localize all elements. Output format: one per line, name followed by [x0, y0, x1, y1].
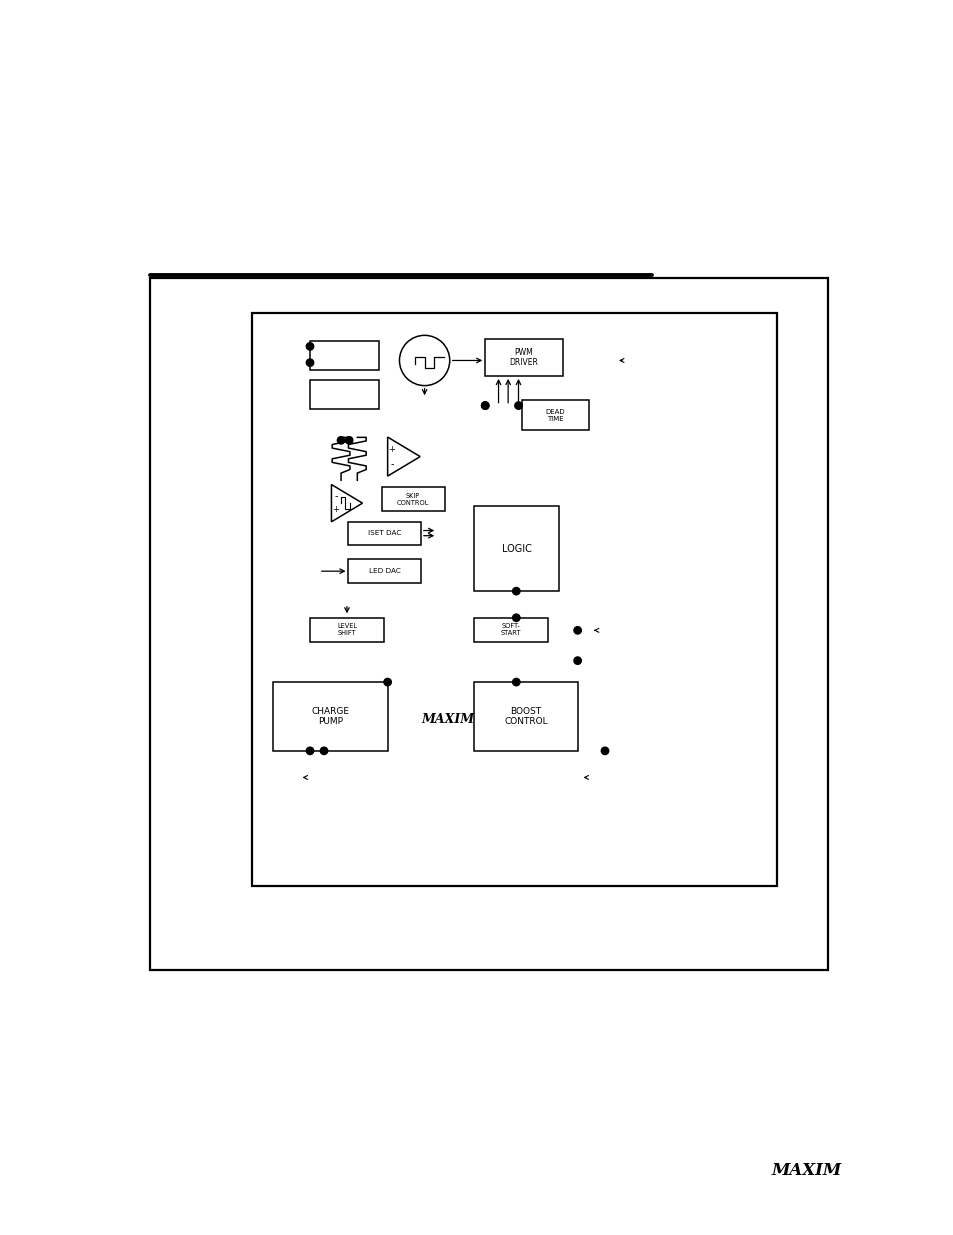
Circle shape: [600, 747, 608, 755]
Bar: [348, 559, 420, 583]
Circle shape: [481, 401, 488, 409]
Circle shape: [512, 614, 519, 621]
Circle shape: [512, 588, 519, 595]
Bar: [474, 506, 558, 592]
Bar: [348, 521, 420, 546]
Circle shape: [515, 401, 521, 409]
Bar: [521, 400, 588, 430]
Text: DEAD
TIME: DEAD TIME: [545, 409, 565, 421]
Text: +: +: [332, 505, 339, 515]
Circle shape: [383, 678, 391, 685]
Bar: [474, 682, 577, 751]
Circle shape: [320, 747, 328, 755]
Bar: [485, 340, 562, 375]
Circle shape: [574, 657, 580, 664]
Text: +: +: [388, 445, 395, 454]
Text: PWM
DRIVER: PWM DRIVER: [509, 348, 537, 367]
Bar: [381, 487, 444, 511]
Text: ISET DAC: ISET DAC: [368, 531, 401, 536]
Text: SOFT-
START: SOFT- START: [500, 624, 520, 636]
Circle shape: [481, 401, 488, 409]
Text: LED DAC: LED DAC: [369, 568, 400, 574]
Circle shape: [574, 626, 580, 634]
Circle shape: [306, 343, 314, 350]
Bar: [310, 618, 383, 642]
Text: -: -: [334, 492, 337, 501]
Text: SKIP
CONTROL: SKIP CONTROL: [396, 493, 429, 505]
Bar: [273, 682, 387, 751]
Circle shape: [306, 359, 314, 367]
Text: -: -: [390, 458, 394, 469]
Text: CHARGE
PUMP: CHARGE PUMP: [311, 706, 349, 726]
Text: LEVEL
SHIFT: LEVEL SHIFT: [336, 624, 356, 636]
Bar: [310, 341, 378, 370]
Circle shape: [337, 437, 344, 445]
Text: BOOST
CONTROL: BOOST CONTROL: [503, 706, 547, 726]
Circle shape: [345, 437, 353, 445]
Circle shape: [306, 747, 314, 755]
Text: MAXIM: MAXIM: [421, 714, 475, 726]
Bar: [310, 379, 378, 409]
Text: LOGIC: LOGIC: [501, 543, 531, 553]
Circle shape: [512, 678, 519, 685]
Bar: [252, 314, 777, 887]
Text: MAXIM: MAXIM: [770, 1162, 841, 1179]
Bar: [474, 618, 547, 642]
